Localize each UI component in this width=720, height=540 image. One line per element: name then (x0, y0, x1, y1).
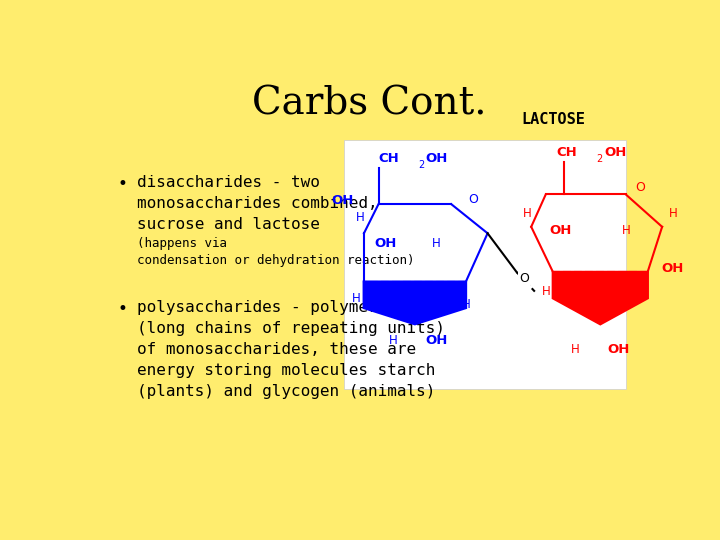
Text: H: H (356, 211, 365, 224)
Text: H: H (462, 298, 470, 311)
Text: OH: OH (662, 262, 684, 275)
Text: CH: CH (557, 146, 577, 159)
Text: disaccharides - two
monosaccharides combined,
sucrose and lactose: disaccharides - two monosaccharides comb… (138, 175, 378, 232)
Text: Carbs Cont.: Carbs Cont. (252, 86, 486, 123)
Text: O: O (468, 193, 478, 206)
Text: H: H (621, 224, 630, 237)
Text: OH: OH (549, 224, 572, 237)
Text: CH: CH (379, 152, 400, 165)
Text: OH: OH (374, 237, 397, 249)
Text: H: H (669, 207, 678, 220)
Text: OH: OH (426, 152, 448, 165)
Text: H: H (570, 343, 579, 356)
Text: 2: 2 (597, 154, 603, 164)
Text: •: • (118, 175, 127, 193)
Text: H: H (389, 334, 397, 347)
Text: OH: OH (607, 343, 630, 356)
Text: H: H (432, 237, 441, 249)
Text: H: H (541, 285, 550, 298)
Polygon shape (553, 272, 647, 324)
Text: O: O (519, 272, 529, 285)
FancyBboxPatch shape (344, 140, 626, 389)
Text: OH: OH (604, 146, 626, 159)
Text: O: O (635, 181, 645, 194)
Text: OH: OH (426, 334, 448, 347)
Text: OH: OH (331, 194, 354, 207)
Text: (happens via
condensation or dehydration reaction): (happens via condensation or dehydration… (138, 238, 415, 267)
Text: H: H (352, 292, 361, 305)
Text: LACTOSE: LACTOSE (521, 112, 585, 127)
Text: polysaccharides - polymers
(long chains of repeating units)
of monosaccharides, : polysaccharides - polymers (long chains … (138, 300, 446, 399)
Polygon shape (364, 282, 466, 324)
Text: •: • (118, 300, 127, 318)
Text: H: H (523, 207, 532, 220)
Text: 2: 2 (418, 160, 425, 170)
